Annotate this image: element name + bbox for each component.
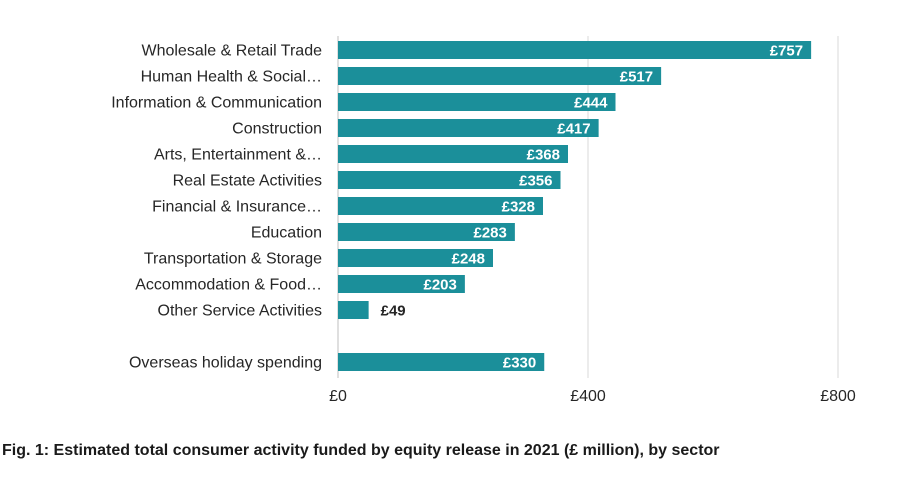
x-axis-tick-labels: £0 £400 £800 <box>329 388 856 405</box>
category-label: Human Health & Social… <box>141 69 322 86</box>
category-label: Overseas holiday spending <box>129 355 322 372</box>
value-label: £328 <box>502 199 535 216</box>
value-label: £368 <box>527 147 560 164</box>
bar <box>338 119 599 137</box>
value-label: £444 <box>574 95 608 112</box>
bar <box>338 353 545 371</box>
bar <box>338 249 493 267</box>
bar <box>338 41 812 59</box>
value-label: £417 <box>557 121 590 138</box>
bar <box>338 67 662 85</box>
bar <box>338 93 616 111</box>
x-tick-label: £400 <box>570 388 606 405</box>
value-label: £517 <box>620 69 653 86</box>
category-label: Other Service Activities <box>158 303 323 320</box>
category-labels: Wholesale & Retail Trade Human Health & S… <box>111 43 322 372</box>
value-label: £203 <box>424 277 457 294</box>
category-label: Wholesale & Retail Trade <box>141 43 322 60</box>
category-label: Real Estate Activities <box>173 173 322 190</box>
value-label: £283 <box>474 225 507 242</box>
category-label: Arts, Entertainment &… <box>154 147 322 164</box>
category-label: Accommodation & Food… <box>135 277 322 294</box>
category-label: Transportation & Storage <box>144 251 322 268</box>
bar <box>338 145 568 163</box>
bar <box>338 223 515 241</box>
category-label: Information & Communication <box>111 95 322 112</box>
x-tick-label: £0 <box>329 388 347 405</box>
chart-caption: Fig. 1: Estimated total consumer activit… <box>2 442 720 459</box>
bar <box>338 301 369 319</box>
bars <box>338 41 812 371</box>
value-label: £356 <box>519 173 552 190</box>
value-label: £49 <box>381 303 406 320</box>
x-tick-label: £800 <box>820 388 856 405</box>
value-label: £757 <box>770 43 803 60</box>
bar-chart: Wholesale & Retail Trade Human Health & S… <box>111 36 856 405</box>
bar <box>338 171 561 189</box>
value-label: £330 <box>503 355 536 372</box>
value-labels: £757 £517 £444 £417 £368 £356 £328 £283 £248 £203… <box>381 43 804 372</box>
bar <box>338 275 465 293</box>
category-label: Construction <box>232 121 322 138</box>
category-label: Financial & Insurance… <box>152 199 322 216</box>
value-label: £248 <box>452 251 485 268</box>
category-label: Education <box>251 225 322 242</box>
bar <box>338 197 543 215</box>
